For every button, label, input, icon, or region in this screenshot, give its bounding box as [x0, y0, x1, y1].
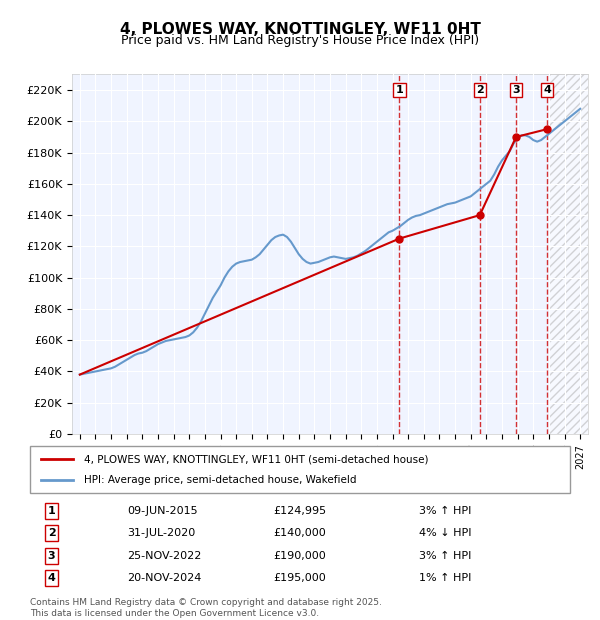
- Text: 4% ↓ HPI: 4% ↓ HPI: [419, 528, 472, 538]
- Text: 3% ↑ HPI: 3% ↑ HPI: [419, 506, 471, 516]
- Text: 4: 4: [543, 85, 551, 95]
- Text: Price paid vs. HM Land Registry's House Price Index (HPI): Price paid vs. HM Land Registry's House …: [121, 34, 479, 47]
- Text: HPI: Average price, semi-detached house, Wakefield: HPI: Average price, semi-detached house,…: [84, 475, 356, 485]
- Text: 3: 3: [48, 551, 55, 560]
- Text: 1% ↑ HPI: 1% ↑ HPI: [419, 574, 471, 583]
- Text: 3% ↑ HPI: 3% ↑ HPI: [419, 551, 471, 560]
- Text: 4, PLOWES WAY, KNOTTINGLEY, WF11 0HT (semi-detached house): 4, PLOWES WAY, KNOTTINGLEY, WF11 0HT (se…: [84, 454, 428, 464]
- Text: 2: 2: [476, 85, 484, 95]
- FancyBboxPatch shape: [30, 446, 570, 493]
- Text: £140,000: £140,000: [273, 528, 326, 538]
- Text: 31-JUL-2020: 31-JUL-2020: [127, 528, 196, 538]
- Text: £124,995: £124,995: [273, 506, 326, 516]
- Text: 1: 1: [48, 506, 55, 516]
- Text: 20-NOV-2024: 20-NOV-2024: [127, 574, 202, 583]
- Text: 09-JUN-2015: 09-JUN-2015: [127, 506, 198, 516]
- Text: Contains HM Land Registry data © Crown copyright and database right 2025.
This d: Contains HM Land Registry data © Crown c…: [30, 598, 382, 618]
- Text: £195,000: £195,000: [273, 574, 326, 583]
- Text: 4: 4: [47, 574, 56, 583]
- Text: 2: 2: [48, 528, 55, 538]
- Text: 25-NOV-2022: 25-NOV-2022: [127, 551, 202, 560]
- Text: 4, PLOWES WAY, KNOTTINGLEY, WF11 0HT: 4, PLOWES WAY, KNOTTINGLEY, WF11 0HT: [119, 22, 481, 37]
- Text: £190,000: £190,000: [273, 551, 326, 560]
- Text: 1: 1: [395, 85, 403, 95]
- Text: 3: 3: [512, 85, 520, 95]
